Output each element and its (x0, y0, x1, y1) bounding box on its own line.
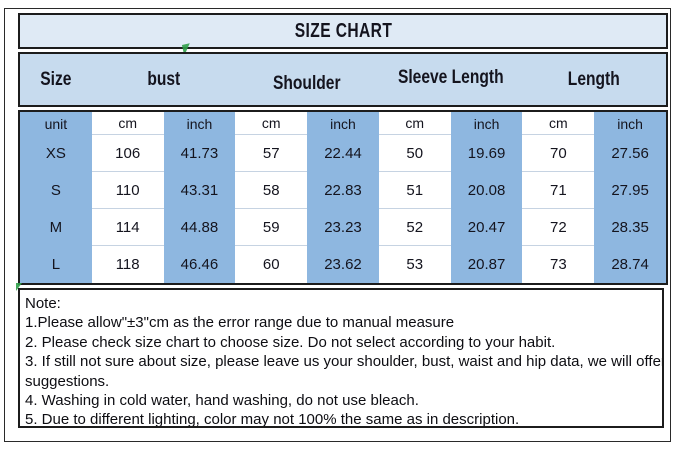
note-line-3-wrap: suggestions. (25, 372, 110, 390)
note-heading: Note: (25, 295, 61, 312)
size-chart-title-box: SIZE CHART (18, 13, 668, 49)
value-cell-cm: 52 (378, 209, 451, 246)
unit-inch-cell: inch (163, 112, 236, 135)
unit-inch-cell: inch (307, 112, 379, 135)
corner-artifact-icon (16, 283, 22, 291)
size-label-xs: XS (20, 135, 92, 172)
note-line-5: 5. Due to different lighting, color may … (25, 411, 520, 428)
value-cell-cm: 60 (235, 246, 308, 283)
unit-inch-cell: inch (594, 112, 666, 135)
outer-frame (4, 8, 671, 442)
unit-cm-cell: cm (378, 112, 451, 135)
value-cell-inch: 28.74 (594, 246, 666, 283)
value-cell-inch: 22.44 (307, 135, 379, 172)
value-cell-cm: 53 (378, 246, 451, 283)
value-cell-cm: 59 (235, 209, 308, 246)
size-label-l: L (20, 246, 92, 283)
value-cell-cm: 71 (522, 172, 595, 209)
header-size: Size (40, 68, 72, 90)
value-cell-inch: 46.46 (163, 246, 236, 283)
note-line-2: 2. Please check size chart to choose siz… (25, 333, 556, 351)
value-cell-cm: 72 (522, 209, 595, 246)
value-cell-inch: 27.56 (594, 135, 666, 172)
value-cell-cm: 73 (522, 246, 595, 283)
value-cell-cm: 58 (235, 172, 308, 209)
value-cell-inch: 20.47 (450, 209, 523, 246)
value-cell-inch: 28.35 (594, 209, 666, 246)
value-cell-inch: 41.73 (163, 135, 236, 172)
value-cell-inch: 23.62 (307, 246, 379, 283)
note-line-3: 3. If still not sure about size, please … (25, 353, 664, 371)
size-label-s: S (20, 172, 92, 209)
value-cell-cm: 51 (378, 172, 451, 209)
value-cell-cm: 50 (378, 135, 451, 172)
size-chart-title: SIZE CHART (294, 19, 392, 42)
header-sleeve-length: Sleeve Length (397, 66, 504, 88)
value-cell-cm: 106 (91, 135, 164, 172)
value-cell-cm: 57 (235, 135, 308, 172)
unit-cm-cell: cm (235, 112, 308, 135)
note-line-1: 1.Please allow"±3"cm as the error range … (25, 314, 455, 332)
size-table: unit cm inch cm inch cm inch cm inch XS … (18, 110, 668, 285)
measurement-header-row: Size bust Shoulder Sleeve Length Length (18, 52, 668, 107)
value-cell-inch: 20.87 (450, 246, 523, 283)
value-cell-cm: 110 (91, 172, 164, 209)
value-cell-inch: 19.69 (450, 135, 523, 172)
header-shoulder: Shoulder (273, 72, 341, 94)
value-cell-cm: 114 (91, 209, 164, 246)
unit-cm-cell: cm (91, 112, 164, 135)
value-cell-cm: 118 (91, 246, 164, 283)
size-label-m: M (20, 209, 92, 246)
value-cell-inch: 23.23 (307, 209, 379, 246)
value-cell-cm: 70 (522, 135, 595, 172)
unit-label-cell: unit (20, 112, 92, 135)
value-cell-inch: 27.95 (594, 172, 666, 209)
unit-inch-cell: inch (450, 112, 523, 135)
header-bust: bust (147, 68, 180, 90)
value-cell-inch: 44.88 (163, 209, 236, 246)
value-cell-inch: 20.08 (450, 172, 523, 209)
value-cell-inch: 22.83 (307, 172, 379, 209)
header-length: Length (568, 68, 621, 90)
note-box: Note: 1.Please allow"±3"cm as the error … (18, 288, 664, 428)
unit-cm-cell: cm (522, 112, 595, 135)
note-line-4: 4. Washing in cold water, hand washing, … (25, 392, 419, 410)
value-cell-inch: 43.31 (163, 172, 236, 209)
